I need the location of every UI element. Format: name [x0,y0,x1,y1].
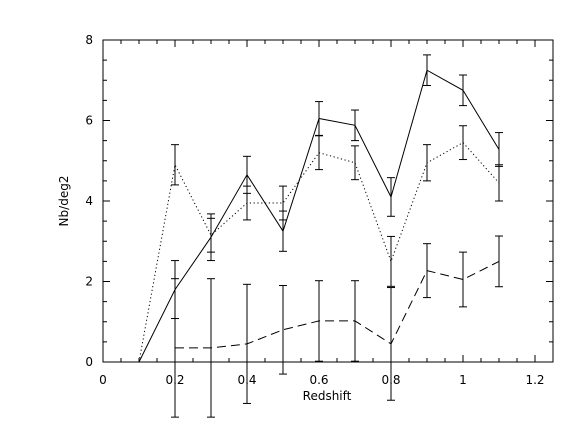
x-tick-label: 1.2 [525,373,544,387]
series-line-solid [103,69,500,363]
x-axis-label: Redshift [303,389,352,403]
x-tick-label: 0.6 [309,373,328,387]
y-tick-label: 4 [85,194,93,208]
series-line-dashed [175,260,500,349]
x-tick-label: 1 [459,373,467,387]
x-tick-label: 0 [99,373,107,387]
plot-frame [102,39,554,363]
y-tick-label: 0 [85,355,93,369]
data-series [103,69,500,363]
y-tick-label: 2 [85,275,93,289]
y-axis-label: Nb/deg2 [57,176,71,227]
y-tick-label: 8 [85,33,93,47]
y-tick-label: 6 [85,114,93,128]
error-bars [171,54,503,418]
